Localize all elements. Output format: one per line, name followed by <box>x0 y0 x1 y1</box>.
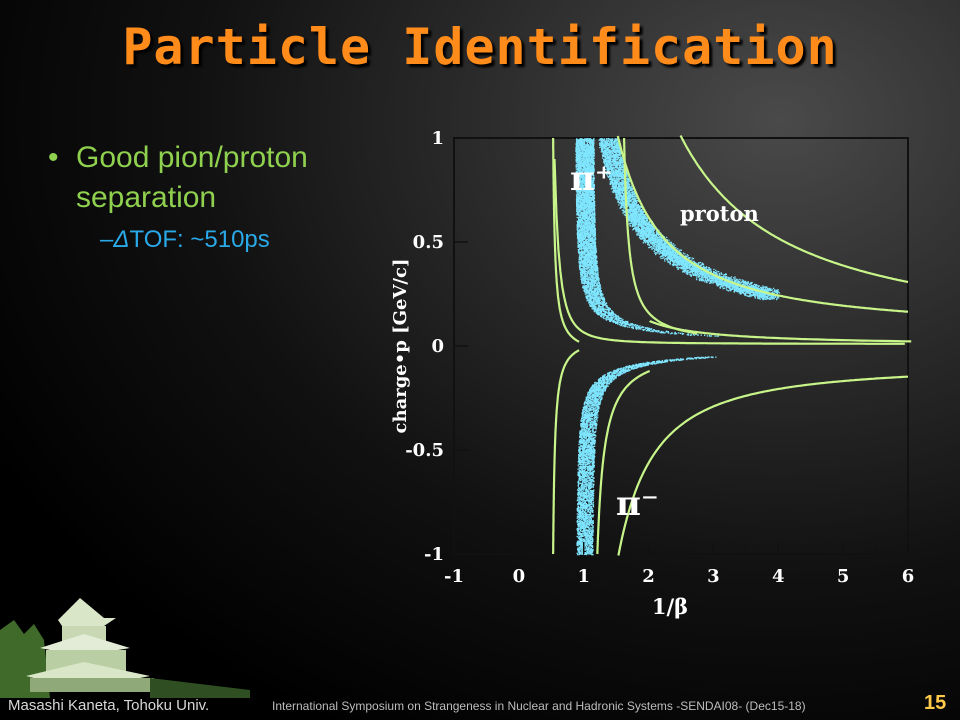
cut-curve <box>648 320 912 343</box>
y-tick-label: 0 <box>431 336 444 357</box>
pid-scatter-plot: -1 0 1 2 3 4 5 6 1 0.5 0 -0.5 -1 π⁺ π⁻ proton 1/β ch… <box>390 128 914 619</box>
y-tick-label: 1 <box>431 128 444 149</box>
cut-curve <box>679 134 909 284</box>
slide-title: Particle Identification <box>122 18 838 76</box>
bullet-dot-icon: • <box>48 141 59 174</box>
x-tick-label: 1 <box>577 566 590 587</box>
y-axis-label: charge•p [GeV/c] <box>390 259 411 434</box>
cut-curve <box>552 349 580 554</box>
cut-curve <box>617 375 908 556</box>
castle-logo <box>0 598 250 698</box>
sub-bullet-text: TOF: ~510ps <box>129 226 270 253</box>
cut-curve <box>616 135 909 313</box>
x-tick-label: 2 <box>642 566 655 587</box>
page-number: 15 <box>924 692 947 714</box>
x-tick-label: -1 <box>444 566 464 587</box>
pi-plus-label: π⁺ <box>570 159 613 199</box>
sub-bullet-dash: – <box>100 226 114 253</box>
y-tick-label: 0.5 <box>413 232 444 253</box>
bullet-text: Good pion/proton separation <box>76 141 308 214</box>
cut-curve <box>552 138 580 343</box>
proton-label: proton <box>680 201 759 226</box>
pid-cut-curves <box>552 134 912 556</box>
pi-minus-label: π⁻ <box>616 484 659 524</box>
bullet-list: • Good pion/proton separation –ΔTOF: ~51… <box>48 138 388 254</box>
footer-author: Masashi Kaneta, Tohoku Univ. <box>8 697 210 714</box>
cut-curve <box>553 158 905 345</box>
delta-symbol: Δ <box>113 226 130 253</box>
axis-ticks: -1 0 1 2 3 4 5 6 1 0.5 0 -0.5 -1 <box>405 128 914 587</box>
x-tick-label: 6 <box>902 566 915 587</box>
y-tick-label: -0.5 <box>405 440 444 461</box>
cut-curve <box>596 369 651 555</box>
x-tick-label: 5 <box>837 566 850 587</box>
footer-conference: International Symposium on Strangeness i… <box>272 699 806 713</box>
sub-bullet-item: –ΔTOF: ~510ps <box>100 226 388 254</box>
y-tick-label: -1 <box>424 544 444 565</box>
x-tick-label: 0 <box>513 566 526 587</box>
x-axis-label: 1/β <box>652 594 688 619</box>
cut-curve <box>623 138 698 335</box>
bullet-item: • Good pion/proton separation <box>48 138 388 218</box>
x-tick-label: 4 <box>772 566 785 587</box>
x-tick-label: 3 <box>707 566 720 587</box>
